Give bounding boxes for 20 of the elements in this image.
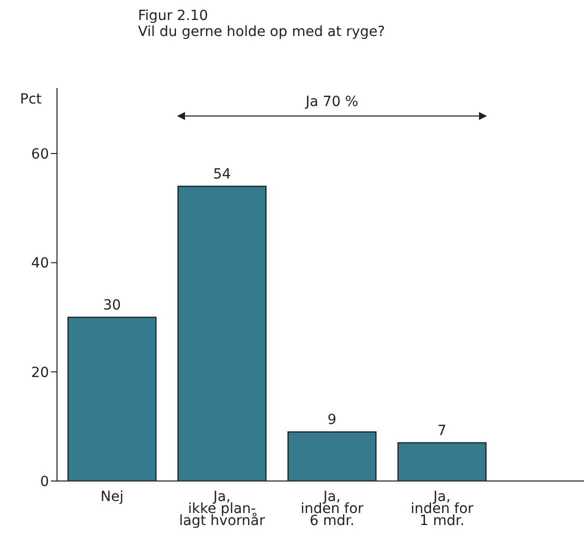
bar bbox=[398, 442, 486, 481]
annotation: Ja 70 % bbox=[304, 94, 358, 110]
y-axis-title: Pct bbox=[20, 92, 42, 108]
chart-subtitle: Vil du gerne holde op med at ryge? bbox=[138, 24, 386, 40]
bar bbox=[178, 186, 266, 481]
y-tick-label: 60 bbox=[31, 146, 49, 162]
bar bbox=[68, 316, 156, 481]
y-tick-label: 0 bbox=[40, 474, 49, 490]
y-tick-label: 40 bbox=[31, 256, 49, 272]
data-label: 7 bbox=[438, 422, 446, 439]
x-tick-label: Ja, inden for 1 mdr. bbox=[410, 489, 474, 529]
x-tick-label: Ja, inden for 6 mdr. bbox=[300, 489, 364, 529]
chart-title: Figur 2.10 bbox=[138, 8, 210, 24]
x-tick-label: Ja, ikke plan- lagt hvornår bbox=[179, 489, 266, 529]
data-label: 30 bbox=[103, 297, 121, 314]
data-label: 54 bbox=[213, 166, 231, 182]
x-tick-label: Nej bbox=[100, 489, 124, 505]
bar bbox=[288, 431, 376, 481]
y-tick-label: 20 bbox=[31, 364, 49, 381]
data-label: 9 bbox=[328, 412, 336, 428]
